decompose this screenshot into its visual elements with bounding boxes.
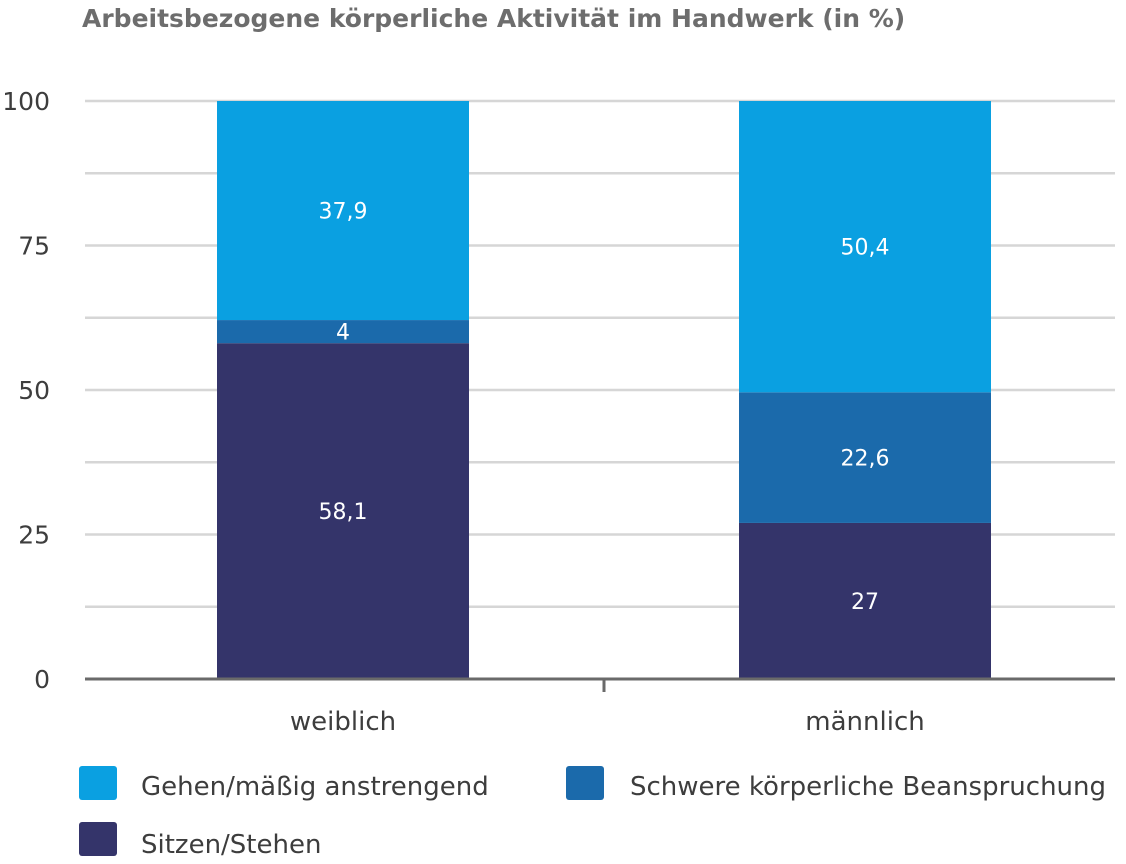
y-tick-label: 0 [34, 665, 50, 694]
y-tick-label: 25 [18, 521, 50, 550]
chart-title: Arbeitsbezogene körperliche Aktivität im… [82, 4, 905, 33]
legend-label: Gehen/mäßig anstrengend [141, 772, 489, 802]
legend: Gehen/mäßig anstrengend Schwere körperlic… [79, 766, 1106, 860]
x-category-label: weiblich [290, 707, 396, 737]
x-axis-categories: weiblich männlich [290, 707, 925, 737]
data-label: 58,1 [319, 500, 368, 525]
legend-swatch [566, 766, 604, 800]
data-label: 22,6 [841, 447, 890, 472]
data-label: 37,9 [319, 200, 368, 225]
y-axis-ticks: 0 25 50 75 100 [2, 87, 50, 694]
data-label: 27 [851, 590, 879, 615]
legend-swatch [79, 766, 117, 800]
data-label: 4 [336, 321, 350, 346]
legend-label: Schwere körperliche Beanspruchung [630, 772, 1106, 802]
bar-segment [739, 392, 991, 523]
bar-segment [739, 101, 991, 393]
bars [217, 101, 991, 679]
x-category-label: männlich [805, 707, 924, 737]
bar-segment [217, 320, 469, 344]
legend-swatch [79, 822, 117, 856]
bar-segment [217, 343, 469, 679]
y-tick-label: 100 [2, 87, 50, 116]
bar-segment [217, 101, 469, 321]
data-label: 50,4 [841, 236, 890, 261]
legend-label: Sitzen/Stehen [141, 830, 321, 860]
bar-segment [739, 522, 991, 679]
y-tick-label: 50 [18, 376, 50, 405]
data-labels: 58,1 4 37,9 27 22,6 50,4 [319, 200, 890, 615]
y-tick-label: 75 [18, 232, 50, 261]
